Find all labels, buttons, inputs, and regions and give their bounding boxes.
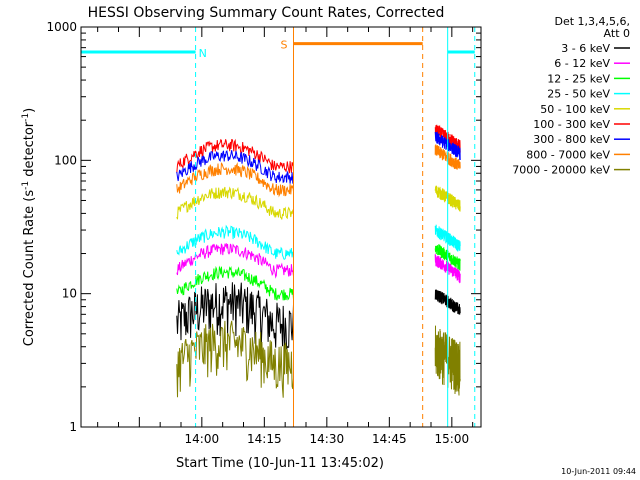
x-tick-label: 14:45 xyxy=(372,432,407,446)
data-layer: NS xyxy=(81,27,476,427)
series-line-seg1-4 xyxy=(176,224,294,260)
flag-label-1: N xyxy=(199,47,207,60)
y-tick-label: 1000 xyxy=(46,20,77,34)
y-tick-label: 10 xyxy=(62,287,77,301)
y-tick-label: 100 xyxy=(54,153,77,167)
footer-timestamp: 10-Jun-2011 09:44 xyxy=(561,467,636,476)
legend-header-1: Det 1,3,4,5,6, xyxy=(554,15,630,28)
x-tick-label: 14:15 xyxy=(247,432,282,446)
x-tick-label: 14:00 xyxy=(185,432,220,446)
legend-label-6: 100 - 300 keV xyxy=(533,118,610,131)
x-tick-label: 15:00 xyxy=(435,432,470,446)
series-line-seg1-6 xyxy=(176,138,294,174)
legend-label-4: 25 - 50 keV xyxy=(547,88,610,101)
legend-label-5: 50 - 100 keV xyxy=(540,103,610,116)
series-line-seg1-3 xyxy=(176,265,294,301)
plot-frame xyxy=(80,26,482,428)
y-axis-label-mid: detector xyxy=(22,121,37,181)
series-line-seg1-1 xyxy=(176,282,294,358)
series-line-seg1-9 xyxy=(176,320,294,398)
legend-label-9: 7000 - 20000 keV xyxy=(512,164,610,177)
y-axis-label-sup2: -1 xyxy=(21,113,31,122)
chart-title: HESSI Observing Summary Count Rates, Cor… xyxy=(88,5,445,21)
legend: Det 1,3,4,5,6,Att 0 3 - 6 keV 6 - 12 keV 12… xyxy=(512,15,630,177)
x-tick-label: 14:30 xyxy=(310,432,345,446)
legend-label-8: 800 - 7000 keV xyxy=(526,148,610,161)
y-tick-label: 1 xyxy=(69,420,77,434)
y-axis-label: Corrected Count Rate (s-1 detector-1) xyxy=(21,108,37,346)
y-axis-label-sup1: -1 xyxy=(21,181,31,190)
legend-label-2: 6 - 12 keV xyxy=(554,57,610,70)
series-line-seg1-5 xyxy=(176,186,294,220)
legend-label-7: 300 - 800 keV xyxy=(533,133,610,146)
y-axis-label-end: ) xyxy=(22,108,37,113)
series-line-seg1-2 xyxy=(176,243,294,279)
legend-label-3: 12 - 25 keV xyxy=(547,72,610,85)
y-axis-label-main: Corrected Count Rate (s xyxy=(22,190,37,347)
flag-label-2: S xyxy=(281,39,288,52)
legend-label-1: 3 - 6 keV xyxy=(561,42,610,55)
series-line-seg1-8 xyxy=(176,161,294,198)
series-line-seg1-7 xyxy=(176,149,294,184)
axes-layer: 14:00 14:15 14:30 14:45 15:00 1 10 100 1000 xyxy=(46,20,481,446)
x-axis-label: Start Time (10-Jun-11 13:45:02) xyxy=(176,456,384,471)
legend-header-2: Att 0 xyxy=(604,27,630,40)
